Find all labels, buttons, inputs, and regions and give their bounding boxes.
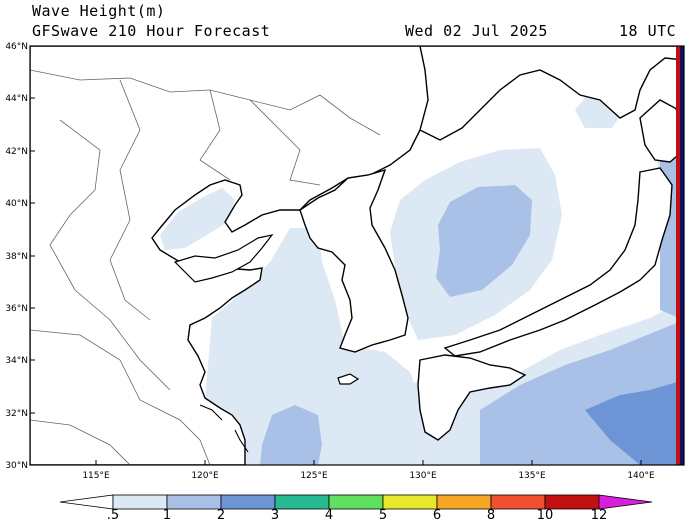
lon-label: 135°E <box>518 471 546 481</box>
colorbar-swatch <box>328 494 384 510</box>
lat-label: 32°N <box>5 409 28 419</box>
colorbar-label: .5 <box>106 508 120 523</box>
wave-zone-sea-of-japan-core <box>436 185 532 297</box>
forecast-time: 18 UTC <box>619 22 677 40</box>
lat-label: 42°N <box>5 147 28 157</box>
lat-label: 40°N <box>5 199 28 209</box>
land-shandong <box>173 234 274 283</box>
colorbar-max-arrow <box>598 494 653 510</box>
lat-label: 38°N <box>5 252 28 262</box>
land-honshu <box>443 167 673 357</box>
colorbar-swatch <box>382 494 438 510</box>
wave-zone-pacific-swell <box>585 380 684 465</box>
forecast-date: Wed 02 Jul 2025 <box>405 22 548 40</box>
colorbar-label: 2 <box>216 508 226 523</box>
lat-label: 44°N <box>5 94 28 104</box>
colorbar-label: 3 <box>270 508 280 523</box>
lon-label: 130°E <box>409 471 437 481</box>
admin-boundaries <box>30 69 381 465</box>
edge-band-red <box>676 46 680 465</box>
land-hokkaido <box>639 99 684 163</box>
land-korea <box>299 168 409 353</box>
latitude-axis: 46°N 44°N 42°N 40°N 38°N 36°N 34°N 32°N … <box>5 42 35 471</box>
colorbar-swatch <box>436 494 492 510</box>
land-russia <box>419 46 684 141</box>
colorbar-label: 12 <box>590 508 608 523</box>
lon-label: 120°E <box>191 471 219 481</box>
colorbar-label: 1 <box>162 508 172 523</box>
colorbar-swatch <box>166 494 222 510</box>
colorbar-min-arrow <box>59 494 114 510</box>
longitude-axis: 115°E 120°E 125°E 130°E 135°E 140°E <box>82 460 655 481</box>
land-shikoku-kyushu <box>417 354 527 441</box>
lat-label: 36°N <box>5 304 28 314</box>
land-jeju <box>337 373 360 385</box>
colorbar-label: 4 <box>324 508 334 523</box>
lon-label: 115°E <box>82 471 110 481</box>
wave-zone-yellow-sea <box>205 228 430 465</box>
model-forecast-label: GFSwave 210 Hour Forecast <box>32 22 271 40</box>
colorbar-swatch <box>274 494 330 510</box>
lon-label: 140°E <box>627 471 655 481</box>
edge-band-navy <box>680 46 684 465</box>
colorbar-label: 8 <box>486 508 496 523</box>
land-taiwan-strait-islands <box>199 404 249 453</box>
lon-label: 125°E <box>300 471 328 481</box>
lat-label: 34°N <box>5 356 28 366</box>
wave-zone-bohai <box>160 188 235 250</box>
colorbar-label: 10 <box>536 508 554 523</box>
colorbar-swatch <box>112 494 168 510</box>
colorbar-label: 6 <box>432 508 442 523</box>
colorbar-swatch <box>490 494 546 510</box>
colorbar-label: 5 <box>378 508 388 523</box>
lat-label: 46°N <box>5 42 28 52</box>
wave-zone-south-yellow-sea <box>260 405 322 465</box>
colorbar-swatch <box>544 494 600 510</box>
colorbar <box>59 494 653 510</box>
colorbar-swatch <box>220 494 276 510</box>
lat-label: 30°N <box>5 461 28 471</box>
map-title: Wave Height(m) <box>32 2 166 20</box>
